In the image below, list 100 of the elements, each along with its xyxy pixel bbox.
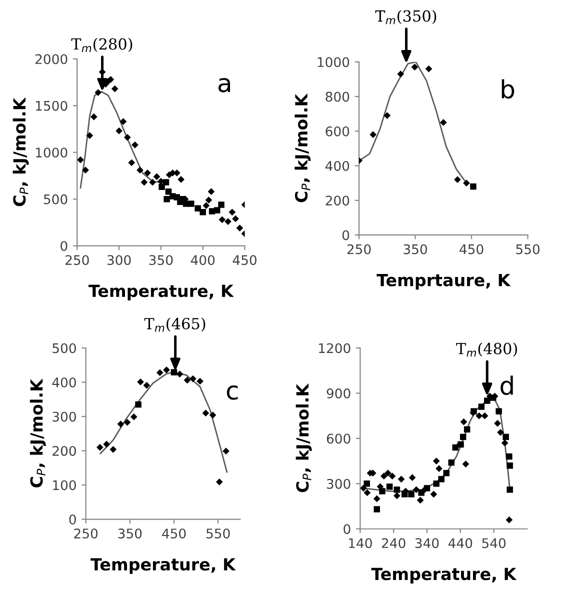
y-tick-label: 0 xyxy=(60,241,68,252)
annotation: T$_{m}$(350) xyxy=(375,10,436,24)
y-tick-label: 0 xyxy=(69,514,76,524)
point xyxy=(430,490,438,498)
x-tick-label: 450 xyxy=(460,244,484,254)
point xyxy=(401,491,408,498)
point xyxy=(506,516,513,524)
point xyxy=(384,470,392,477)
point xyxy=(135,401,142,408)
point xyxy=(478,404,485,410)
x-tick-label: 550 xyxy=(206,528,230,539)
y-axis-title: C$_{P}$, kJ/mol.K xyxy=(30,378,46,488)
point xyxy=(484,398,490,404)
point xyxy=(153,173,160,180)
x-tick-label: 450 xyxy=(232,255,256,266)
point xyxy=(86,132,94,139)
point xyxy=(432,458,440,464)
point xyxy=(222,448,230,455)
y-tick-label: 500 xyxy=(44,194,68,204)
point xyxy=(140,178,148,186)
point xyxy=(506,453,512,460)
point xyxy=(137,378,144,386)
point xyxy=(397,70,404,78)
point xyxy=(232,215,239,222)
point xyxy=(209,412,216,419)
point xyxy=(440,119,447,126)
point xyxy=(77,156,84,164)
point xyxy=(364,480,370,487)
point xyxy=(117,420,124,428)
point xyxy=(218,202,224,208)
point xyxy=(103,440,110,448)
annotation: d xyxy=(500,376,513,396)
point xyxy=(373,495,380,502)
point xyxy=(82,166,89,174)
point xyxy=(136,166,144,174)
point xyxy=(462,460,470,468)
point xyxy=(398,476,405,483)
y-tick-label: 400 xyxy=(325,160,350,171)
x-tick-label: 250 xyxy=(347,244,371,254)
point xyxy=(506,462,513,469)
x-tick-label: 440 xyxy=(448,538,472,548)
point xyxy=(443,470,450,476)
point xyxy=(364,489,371,496)
point xyxy=(190,375,196,382)
point xyxy=(124,134,131,141)
x-axis-title: Temperature, K xyxy=(371,568,517,584)
y-tick-label: 1000 xyxy=(36,148,68,158)
x-tick-label: 450 xyxy=(162,528,186,539)
point xyxy=(454,176,461,184)
point xyxy=(393,492,400,500)
x-tick-label: 550 xyxy=(516,244,540,254)
annotation: c xyxy=(226,385,238,400)
point xyxy=(149,178,156,186)
point xyxy=(380,472,388,480)
y-tick-label: 0 xyxy=(344,524,350,534)
point xyxy=(481,412,488,420)
point xyxy=(228,208,236,216)
point xyxy=(386,484,393,490)
point xyxy=(208,188,215,196)
y-tick-label: 1500 xyxy=(36,100,68,111)
point xyxy=(408,491,414,498)
point xyxy=(162,179,170,186)
x-axis-title: Temperature, K xyxy=(88,284,234,300)
point xyxy=(110,446,117,453)
point xyxy=(116,127,122,134)
x-tick-label: 250 xyxy=(66,255,89,266)
y-tick-label: 800 xyxy=(326,92,350,102)
x-tick-label: 350 xyxy=(404,244,427,254)
point xyxy=(214,207,220,214)
point xyxy=(156,369,164,376)
point xyxy=(497,428,504,436)
point xyxy=(94,89,102,96)
point xyxy=(425,65,432,72)
point xyxy=(163,366,170,374)
x-axis-title: Temperature, K xyxy=(90,558,236,574)
point xyxy=(379,488,386,494)
point xyxy=(120,118,127,125)
point xyxy=(178,176,184,183)
point xyxy=(433,480,440,487)
annotation: a xyxy=(218,78,230,92)
point xyxy=(144,169,151,176)
x-tick-label: 300 xyxy=(107,255,131,266)
point xyxy=(496,408,502,414)
point xyxy=(418,490,424,496)
point xyxy=(416,496,424,504)
point xyxy=(463,180,470,187)
x-tick-label: 140 xyxy=(349,538,372,548)
point xyxy=(411,64,418,71)
point xyxy=(236,224,244,232)
point xyxy=(132,141,138,148)
x-tick-label: 400 xyxy=(190,255,215,266)
y-tick-label: 1000 xyxy=(318,57,350,68)
point xyxy=(194,205,201,212)
y-tick-label: 400 xyxy=(52,377,76,388)
annotation: T$_{m}$(280) xyxy=(71,38,132,52)
y-tick-label: 600 xyxy=(326,434,350,444)
point xyxy=(188,200,194,207)
y-tick-label: 0 xyxy=(342,230,350,240)
y-tick-label: 300 xyxy=(52,412,76,422)
x-tick-label: 350 xyxy=(118,528,142,539)
